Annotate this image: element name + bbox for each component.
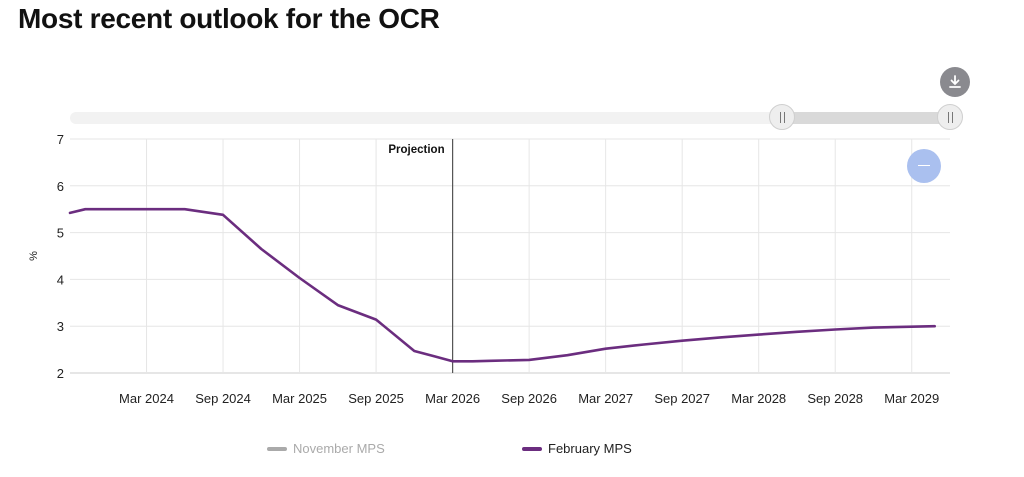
- y-axis: 2 3 4 5 6 7%: [28, 132, 64, 381]
- projection-annotation: Projection: [388, 139, 454, 373]
- y-axis-title: %: [28, 251, 40, 261]
- legend-swatch-february: [522, 446, 542, 451]
- x-axis: Mar 2024 Sep 2024 Mar 2025 Sep 2025 Mar 2026…: [119, 391, 939, 406]
- x-tick-label: Mar 2025: [272, 391, 327, 406]
- y-tick-label: 4: [57, 272, 64, 287]
- x-tick-label: Sep 2028: [807, 391, 863, 406]
- x-tick-label: Mar 2027: [578, 391, 633, 406]
- x-tick-label: Sep 2025: [348, 391, 404, 406]
- x-tick-label: Sep 2026: [501, 391, 557, 406]
- page-title: Most recent outlook for the OCR: [18, 3, 440, 34]
- x-tick-label: Mar 2026: [425, 391, 480, 406]
- y-tick-label: 5: [57, 226, 64, 241]
- download-icon: [949, 75, 961, 88]
- x-tick-label: Mar 2029: [884, 391, 939, 406]
- x-tick-label: Mar 2028: [731, 391, 786, 406]
- navigator-handle-left[interactable]: [769, 104, 795, 130]
- navigator-handle-right[interactable]: [937, 104, 963, 130]
- navigator-track[interactable]: [70, 112, 950, 124]
- x-tick-label: Sep 2024: [195, 391, 251, 406]
- gridlines: [70, 138, 950, 374]
- x-tick-label: Sep 2027: [654, 391, 710, 406]
- y-tick-label: 2: [57, 366, 64, 381]
- navigator-selected-range[interactable]: [782, 112, 950, 124]
- legend-item-february[interactable]: February MPS: [522, 441, 632, 456]
- download-button[interactable]: [940, 67, 970, 97]
- legend-swatch-november: [267, 446, 287, 451]
- legend-label-november: November MPS: [293, 441, 385, 456]
- y-tick-label: 7: [57, 132, 64, 147]
- y-tick-label: 6: [57, 179, 64, 194]
- legend-label-february: February MPS: [548, 441, 632, 456]
- projection-label: Projection: [388, 144, 444, 156]
- y-tick-label: 3: [57, 319, 64, 334]
- reset-zoom-button[interactable]: [907, 149, 941, 183]
- series-line-february-mps: [68, 207, 936, 363]
- legend-item-november[interactable]: November MPS: [267, 441, 385, 456]
- x-tick-label: Mar 2024: [119, 391, 174, 406]
- series-layer: [68, 207, 936, 363]
